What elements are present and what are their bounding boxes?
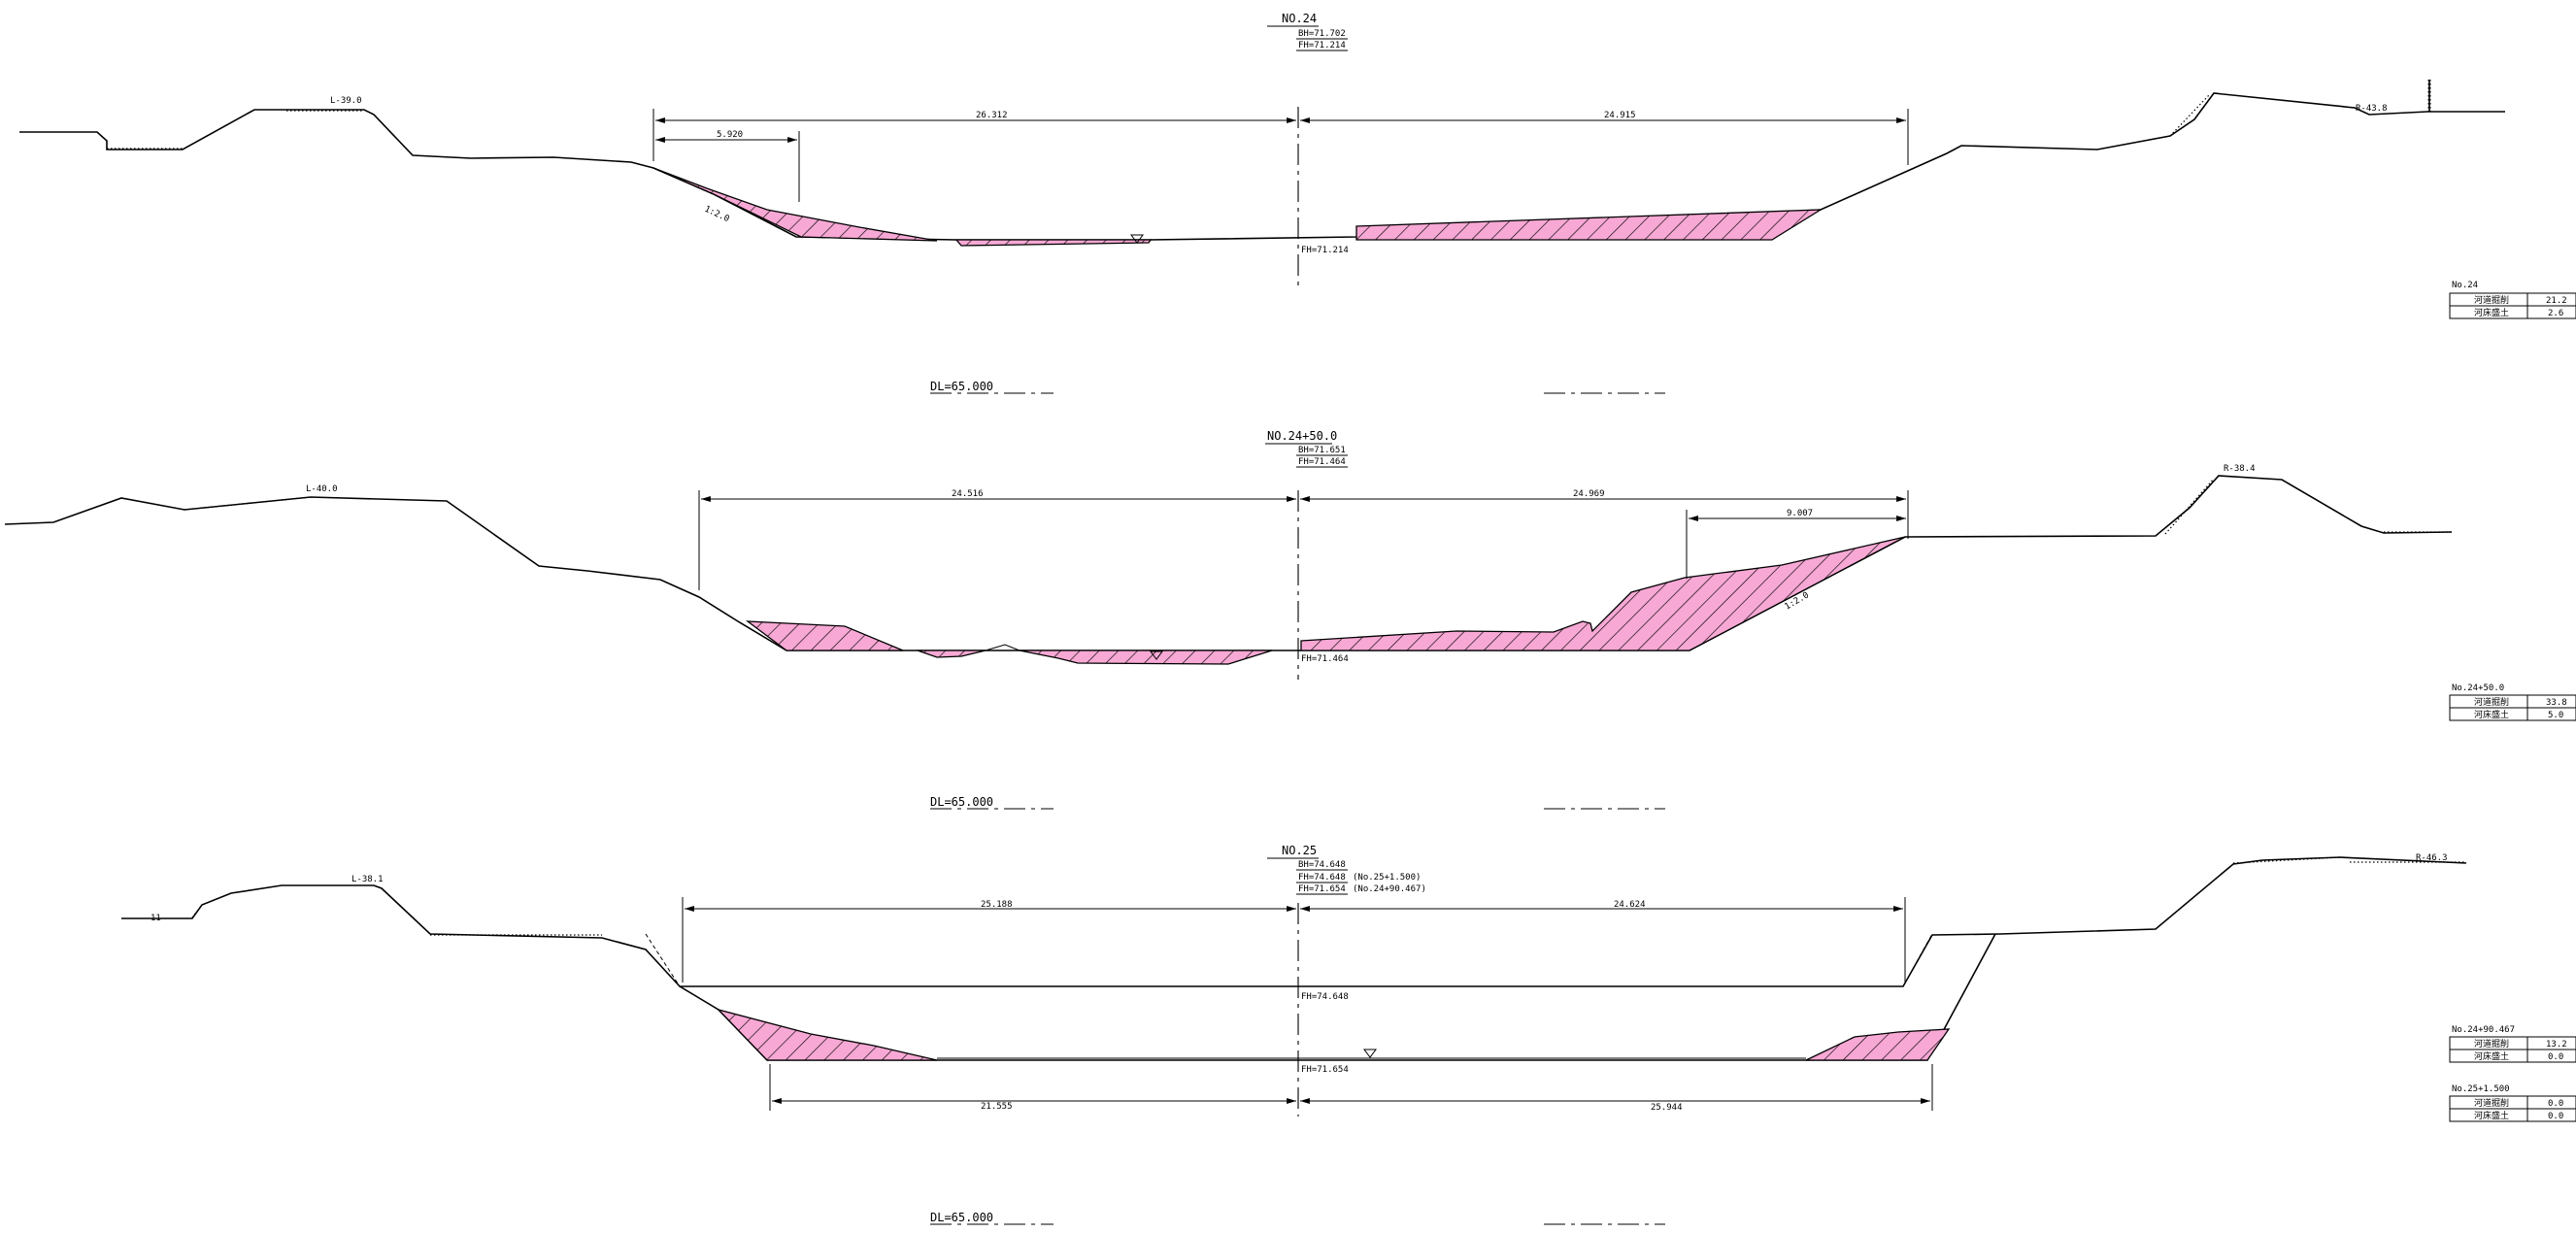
elevation-note: (No.24+90.467) <box>1353 884 1426 894</box>
dimension-bottom-left: 21.555 <box>981 1102 1013 1112</box>
fh-label: FH=71.654 <box>1301 1065 1349 1075</box>
fh-label: FH=71.214 <box>1301 246 1349 255</box>
datum-label: DL=65.000 <box>930 380 993 393</box>
volume-row-label: 河道掘削 <box>2474 1097 2509 1109</box>
cut-area-left <box>745 620 904 651</box>
dimension-left: 26.312 <box>976 111 1008 120</box>
ground-profile <box>4 475 2453 651</box>
volume-row-label: 河床盛土 <box>2474 1050 2509 1062</box>
elevation-fh: FH=71.464 <box>1298 457 1346 467</box>
dimension-sub: 9.007 <box>1787 509 1813 518</box>
cut-area-center <box>954 239 1153 247</box>
volume-row-label: 河道掘削 <box>2474 1038 2509 1050</box>
slope-label: 1:2.0 <box>703 205 731 225</box>
elevation-bh: BH=74.648 <box>1298 860 1346 870</box>
volume-row-label: 河床盛土 <box>2474 1110 2509 1121</box>
left-point-label: L-38.1 <box>351 875 384 884</box>
volume-row-value: 21.2 <box>2546 296 2567 306</box>
dimension-right: 24.915 <box>1604 111 1636 120</box>
volume-row-value: 0.0 <box>2548 1099 2563 1109</box>
cut-area-left <box>716 1008 938 1061</box>
dimension-left: 24.516 <box>952 489 984 499</box>
section-no25: NO.25 BH=74.648 FH=74.648 FH=71.654 (No.… <box>121 844 2576 1225</box>
section-title: NO.25 <box>1282 844 1317 857</box>
fh-label: FH=71.464 <box>1301 654 1349 664</box>
datum-label: DL=65.000 <box>930 795 993 809</box>
cut-area-center-1 <box>917 650 987 658</box>
right-point-label: R-38.4 <box>2224 464 2256 474</box>
volume-table-title: No.25+1.500 <box>2452 1084 2510 1094</box>
volume-row-value: 0.0 <box>2548 1052 2563 1062</box>
dimension-left: 25.188 <box>981 900 1013 910</box>
volume-table-title: No.24 <box>2452 281 2478 290</box>
volume-row-label: 河道掘削 <box>2474 696 2509 708</box>
datum-label: DL=65.000 <box>930 1211 993 1224</box>
dimension-right: 24.624 <box>1614 900 1646 910</box>
dimension-sub: 5.920 <box>717 130 743 140</box>
volume-table-title: No.24+90.467 <box>2452 1025 2515 1035</box>
volume-row-label: 河床盛土 <box>2474 307 2509 318</box>
volume-row-label: 河床盛土 <box>2474 709 2509 720</box>
elevation-fh: FH=71.214 <box>1298 41 1346 50</box>
cut-area-right <box>1355 209 1823 241</box>
elevation-fh-upper: FH=74.648 <box>1298 873 1346 883</box>
dimension-bottom-right: 25.944 <box>1651 1103 1683 1113</box>
small-mark: 11 <box>151 914 161 923</box>
cut-area-right <box>1300 536 1906 651</box>
cut-area-left <box>652 167 938 242</box>
section-title: NO.24+50.0 <box>1267 429 1337 443</box>
dimension-right: 24.969 <box>1573 489 1605 499</box>
ground-profile <box>121 856 2467 987</box>
elevation-fh: FH=71.654 <box>1298 884 1346 894</box>
left-point-label: L-40.0 <box>306 484 338 494</box>
right-point-label: R-43.8 <box>2356 104 2388 114</box>
volume-table-title: No.24+50.0 <box>2452 683 2504 693</box>
volume-row-value: 33.8 <box>2546 698 2567 708</box>
section-no24-50: NO.24+50.0 BH=71.651 FH=71.464 FH=71.464… <box>4 429 2576 810</box>
elevation-note: (No.25+1.500) <box>1353 873 1421 883</box>
fh-upper-label: FH=74.648 <box>1301 992 1349 1002</box>
volume-row-value: 0.0 <box>2548 1112 2563 1121</box>
volume-row-label: 河道掘削 <box>2474 294 2509 306</box>
cut-area-right <box>1805 1028 1951 1061</box>
volume-row-value: 5.0 <box>2548 711 2563 720</box>
section-no24: NO.24 BH=71.702 FH=71.214 FH=71.214 L-39… <box>19 12 2576 394</box>
cut-area-center-2 <box>1019 650 1273 665</box>
ground-profile <box>19 92 2505 241</box>
elevation-bh: BH=71.702 <box>1298 29 1346 39</box>
section-title: NO.24 <box>1282 12 1317 25</box>
volume-row-value: 13.2 <box>2546 1040 2567 1050</box>
right-point-label: R-46.3 <box>2416 853 2448 863</box>
volume-row-value: 2.6 <box>2548 309 2563 318</box>
elevation-bh: BH=71.651 <box>1298 446 1346 455</box>
left-point-label: L-39.0 <box>330 96 362 106</box>
